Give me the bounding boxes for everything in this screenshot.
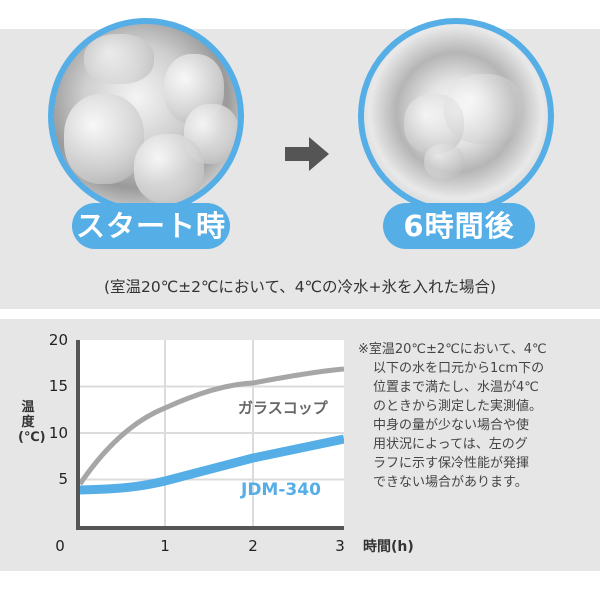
y-tick-5: 5	[58, 470, 68, 488]
right-arrow-icon	[285, 137, 329, 171]
x-axis-label: 時間(h)	[363, 539, 414, 555]
note-line: 位置まで満たし、水温が4℃	[373, 380, 539, 395]
note-line: 以下の水を口元から1cm下の	[373, 361, 545, 376]
note-line: のときから測定した実測値。	[373, 399, 543, 414]
x-tick-3: 3	[335, 537, 345, 555]
measurement-note: ※室温20℃±2℃において、4℃ 以下の水を口元から1cm下の 位置まで満たし、…	[358, 340, 594, 492]
x-tick-2: 2	[248, 537, 258, 555]
x-tick-0: 0	[55, 537, 65, 555]
y-axis-label: 温度(℃)	[18, 400, 46, 445]
note-line: 中身の量が少ない場合や使	[373, 418, 530, 433]
start-label: スタート時	[72, 203, 230, 249]
x-tick-1: 1	[160, 537, 170, 555]
series-label-glass: ガラスコップ	[238, 399, 328, 417]
chart-svg	[77, 340, 345, 526]
y-tick-15: 15	[48, 377, 68, 395]
y-tick-10: 10	[48, 424, 68, 442]
note-line: ラフに示す保冷性能が発揮	[373, 456, 530, 471]
start-ice-photo	[48, 18, 244, 214]
condition-caption: (室温20℃±2℃において、4℃の冷水+氷を入れた場合)	[104, 278, 496, 296]
note-line: ※室温20℃±2℃において、4℃	[358, 342, 547, 357]
y-axis	[76, 340, 80, 530]
plot-area	[77, 340, 345, 526]
after-6h-photo	[358, 18, 554, 214]
x-axis	[76, 526, 344, 530]
note-line: 用状況によっては、左のグ	[373, 437, 528, 452]
y-tick-20: 20	[48, 331, 68, 349]
series-label-jdm340: JDM-340	[241, 480, 321, 500]
series-jdm340-line	[79, 434, 345, 495]
series-glass-line	[77, 366, 345, 486]
after-label: 6時間後	[383, 203, 535, 249]
note-line: できない場合があります。	[373, 475, 528, 490]
